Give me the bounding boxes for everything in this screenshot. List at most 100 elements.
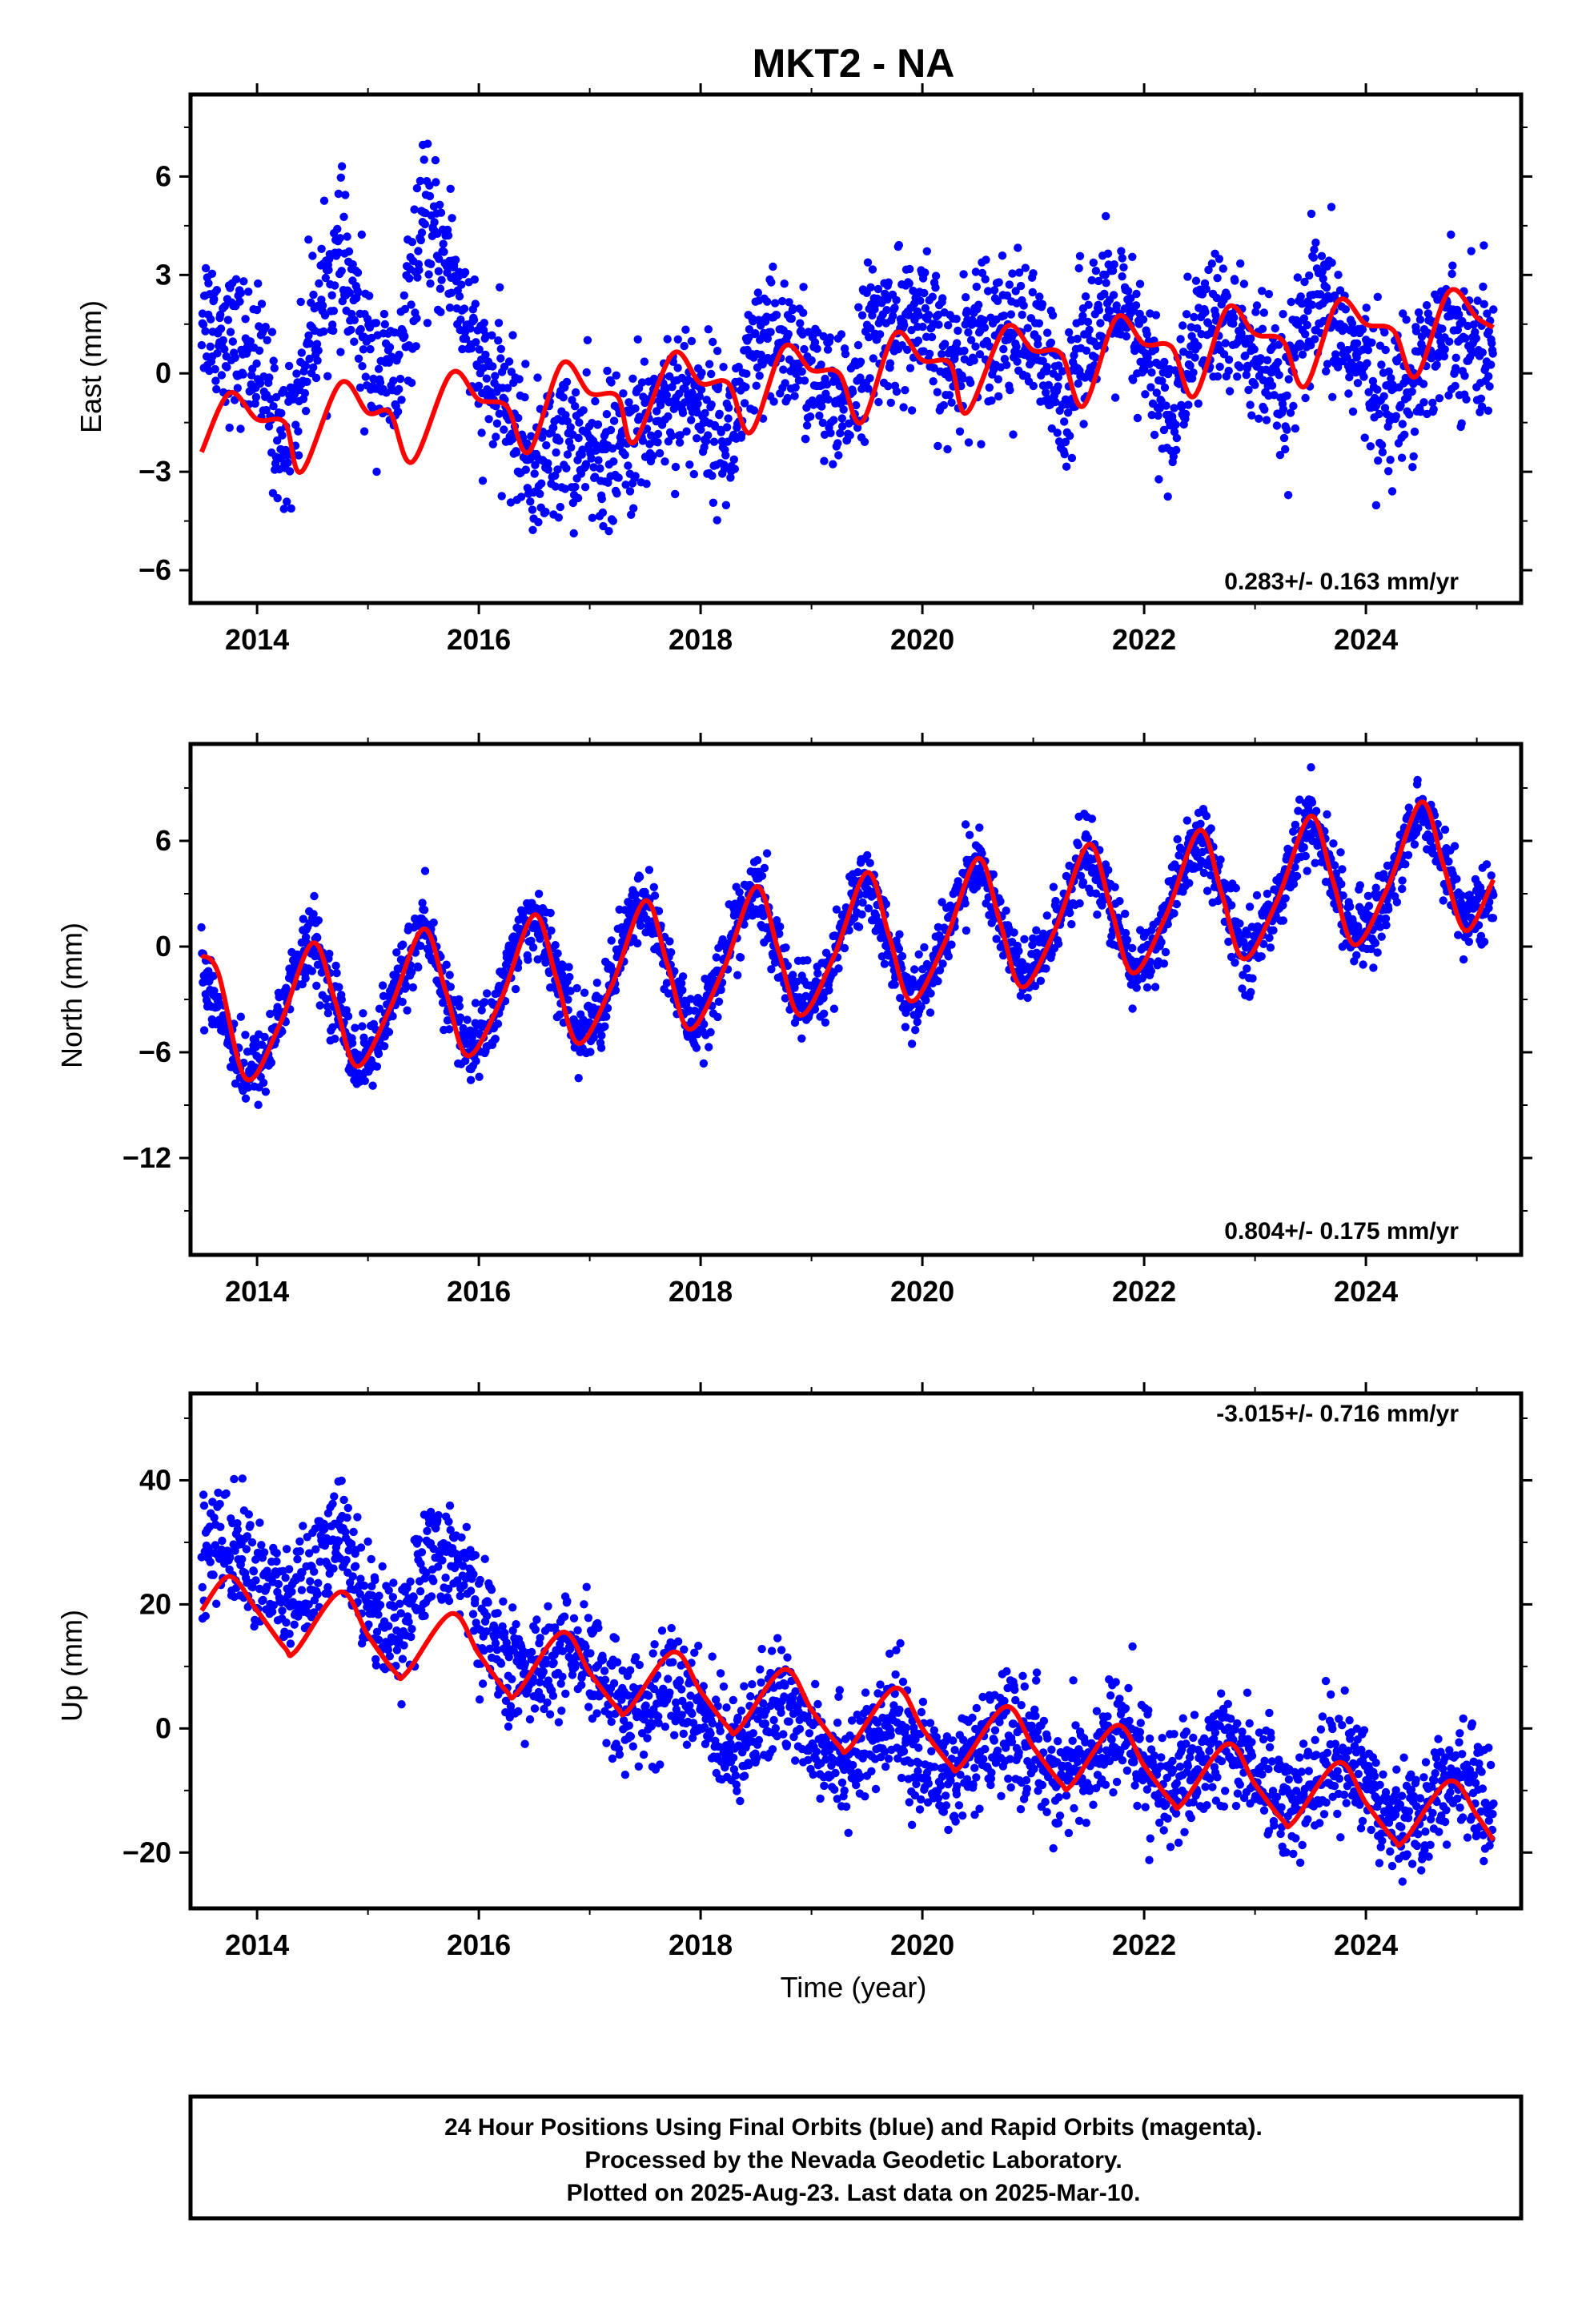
data-point <box>262 405 271 415</box>
data-point <box>359 427 369 436</box>
data-point <box>447 288 456 297</box>
data-point <box>939 400 949 410</box>
data-point <box>571 482 580 492</box>
data-point <box>571 388 580 397</box>
plot-frame-east <box>188 92 1524 605</box>
data-point <box>1117 247 1126 255</box>
data-point <box>826 428 835 437</box>
data-point <box>1307 763 1315 772</box>
data-point <box>1415 315 1425 324</box>
data-point <box>1307 340 1315 350</box>
data-point <box>357 230 366 239</box>
data-point <box>484 415 493 424</box>
data-point <box>602 1012 611 1021</box>
data-point <box>1447 269 1456 279</box>
data-point <box>323 1009 333 1018</box>
data-point <box>243 1083 253 1092</box>
data-point <box>1353 379 1363 388</box>
data-point <box>740 399 749 408</box>
data-point <box>278 431 287 440</box>
data-point <box>998 251 1007 260</box>
data-point <box>400 332 409 341</box>
data-point <box>692 1043 701 1052</box>
data-point <box>1091 353 1100 362</box>
data-point <box>1074 263 1083 273</box>
data-point <box>260 1032 269 1042</box>
data-point <box>611 986 620 995</box>
data-point <box>817 402 826 411</box>
data-point <box>1318 267 1327 276</box>
data-point <box>1029 381 1038 391</box>
data-point <box>307 967 316 975</box>
data-point <box>335 234 344 243</box>
data-point <box>408 238 417 247</box>
data-point <box>408 967 416 977</box>
data-point <box>481 350 490 360</box>
x-axis-label: Time (year) <box>781 1971 927 2004</box>
data-point <box>284 361 294 371</box>
data-point <box>896 994 905 1003</box>
data-point <box>460 267 470 277</box>
data-point <box>865 858 874 867</box>
data-point <box>918 322 927 332</box>
data-point <box>216 310 225 320</box>
data-point <box>301 974 310 983</box>
data-point <box>822 380 832 389</box>
data-point <box>374 364 383 373</box>
data-point <box>1363 359 1371 368</box>
y-axis-label-up: Up (mm) <box>55 1610 88 1722</box>
data-point <box>1358 325 1367 334</box>
data-point <box>916 296 925 305</box>
data-point <box>1215 255 1224 263</box>
data-point <box>783 393 792 403</box>
data-point <box>1089 258 1098 267</box>
data-point <box>1300 277 1309 287</box>
data-point <box>693 434 701 443</box>
data-point <box>705 1043 713 1051</box>
data-point <box>1286 408 1295 417</box>
data-point <box>1355 881 1365 890</box>
data-point <box>492 432 500 441</box>
data-point <box>970 356 978 365</box>
data-point <box>602 410 612 419</box>
data-point <box>457 280 466 289</box>
data-point <box>423 319 432 328</box>
data-point <box>1163 492 1172 501</box>
data-point <box>734 362 743 372</box>
data-point <box>724 404 733 412</box>
data-point <box>838 422 847 431</box>
data-point <box>631 472 640 480</box>
data-point <box>443 1016 452 1025</box>
data-point <box>655 448 665 458</box>
data-point <box>628 374 637 383</box>
data-point <box>508 331 517 340</box>
data-point <box>1458 316 1467 326</box>
data-point <box>1367 944 1375 954</box>
data-point <box>1311 238 1320 247</box>
data-point <box>1334 271 1343 279</box>
data-point <box>199 1026 209 1035</box>
data-point <box>1364 902 1374 911</box>
data-point <box>1414 308 1423 317</box>
data-point <box>890 304 899 312</box>
data-point <box>965 830 974 839</box>
data-point <box>210 295 219 304</box>
data-point <box>596 464 604 473</box>
data-point <box>1243 930 1252 939</box>
data-point <box>856 357 865 366</box>
data-point <box>1006 310 1016 319</box>
data-point <box>209 1570 218 1580</box>
data-point <box>682 427 691 436</box>
data-point <box>1275 451 1285 460</box>
data-point <box>813 344 821 353</box>
data-point <box>574 1074 583 1083</box>
data-point <box>864 384 873 393</box>
data-point <box>1229 320 1238 328</box>
data-point <box>436 284 445 293</box>
data-point <box>900 320 909 330</box>
data-point <box>1083 834 1093 842</box>
data-point <box>573 493 583 503</box>
data-point <box>1091 889 1101 898</box>
data-point <box>1331 869 1341 878</box>
data-point <box>592 979 601 987</box>
